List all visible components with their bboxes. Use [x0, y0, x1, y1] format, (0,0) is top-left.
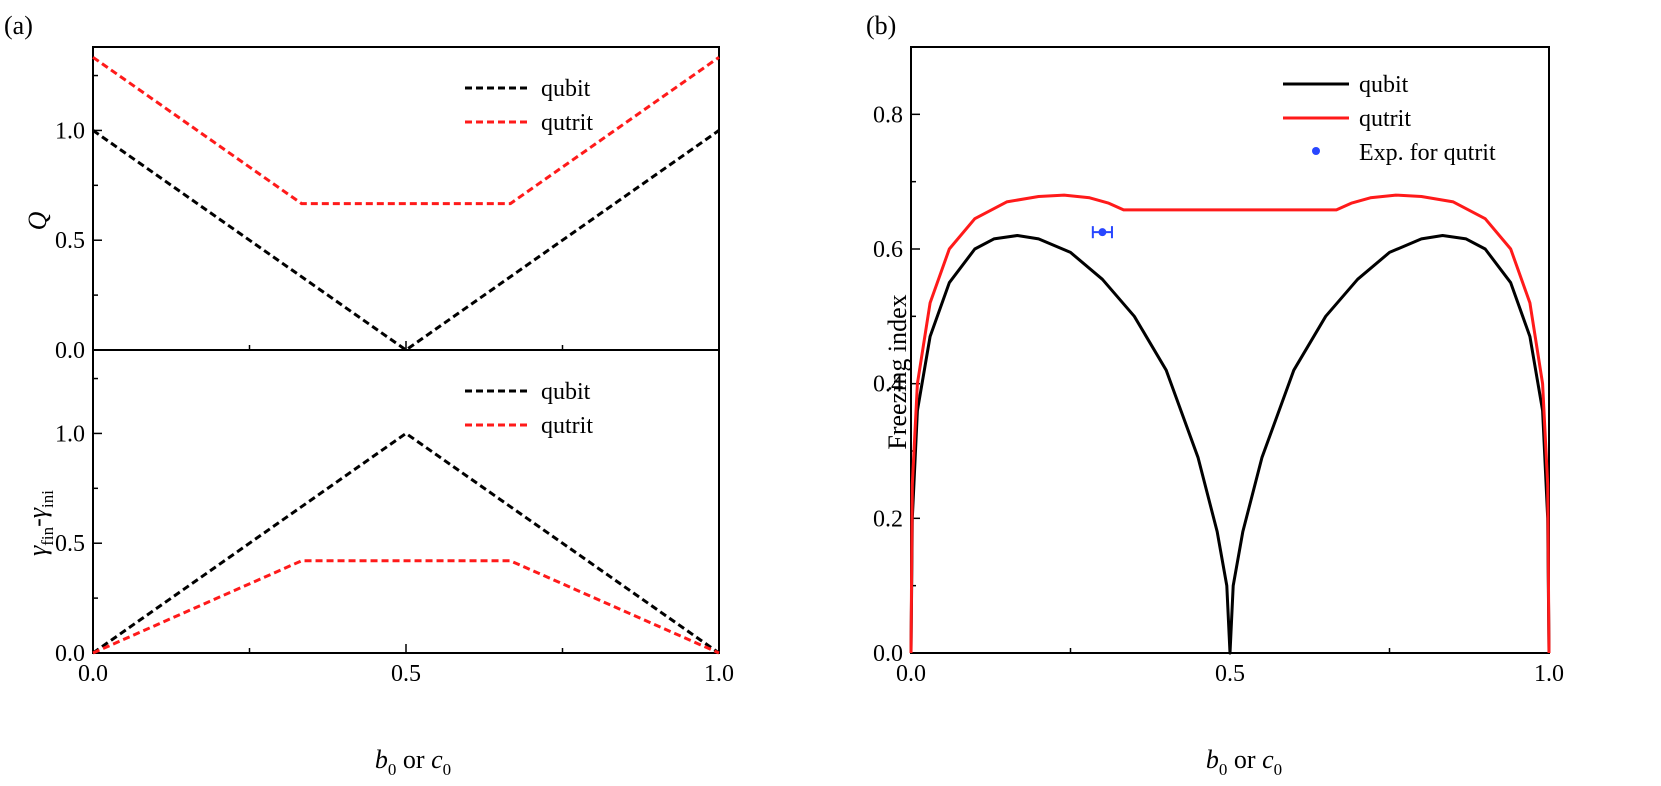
x-tick-label: 0.0: [78, 661, 108, 687]
ylabel-gamma-1: γ: [23, 545, 52, 556]
y-tick-label: 0.0: [55, 338, 85, 364]
panel-a-bottom-plot: 0.0 0.5 1.0 0.0 0.5 1.0 qubit qutrit: [55, 349, 734, 687]
legend-label: qubit: [541, 379, 591, 405]
x-tick-label: 0.0: [896, 661, 926, 687]
panel-b: 0.0 0.2 0.4 0.6 0.8 0.0 0.5 1.0 qubit qutrit Exp. …: [873, 46, 1564, 779]
xlabel-c: c: [431, 745, 443, 774]
legend-label: qubit: [1359, 72, 1409, 98]
panel-label-a: (a): [4, 11, 33, 40]
x-tick-label: 1.0: [704, 661, 734, 687]
panel-b-ylabel: Freezing index: [883, 294, 912, 449]
xlabel-c-sub: 0: [443, 760, 452, 779]
ylabel-gamma-2: γ: [23, 507, 52, 518]
panel-a-top: 0.0 0.5 1.0 qubit qutrit Q: [23, 46, 720, 364]
series-line-qubit: [92, 431, 720, 655]
series-line-qutrit: [909, 193, 1551, 654]
xlabel-c: c: [1262, 745, 1274, 774]
panel-a-bottom-ylabel: γfin-γini: [23, 490, 57, 556]
y-tick-label: 1.0: [55, 421, 85, 447]
panel-a-xlabel: b0 or c0: [375, 745, 451, 779]
xlabel-b: b: [1206, 745, 1219, 774]
xlabel-b-sub: 0: [1219, 760, 1228, 779]
legend-label: qubit: [541, 76, 591, 102]
panel-b-plot: 0.0 0.2 0.4 0.6 0.8 0.0 0.5 1.0 qubit qutrit Exp. …: [873, 46, 1564, 687]
ylabel-sub-fin: fin: [38, 526, 57, 545]
legend-label: qutrit: [541, 110, 593, 136]
y-tick-label: 0.5: [55, 228, 85, 254]
series-line-qutrit: [92, 56, 720, 206]
xlabel-or: or: [1227, 745, 1262, 774]
y-tick-label: 0.0: [873, 641, 903, 667]
panel-a-top-ylabel: Q: [23, 211, 52, 230]
panel-b-xlabel: b0 or c0: [1206, 745, 1282, 779]
ylabel-sub-ini: ini: [38, 490, 57, 508]
series-line-qubit: [909, 234, 1551, 655]
legend-label: qutrit: [1359, 106, 1411, 132]
series-line-qutrit: [92, 559, 720, 655]
plot-frame: [92, 349, 720, 654]
series-line-qubit: [92, 129, 720, 352]
plot-frame: [910, 46, 1550, 654]
x-tick-label: 0.5: [1215, 661, 1245, 687]
xlabel-b: b: [375, 745, 388, 774]
x-tick-label: 0.5: [391, 661, 421, 687]
panel-a-top-plot: 0.0 0.5 1.0 qubit qutrit: [55, 46, 720, 364]
xlabel-or: or: [396, 745, 431, 774]
legend-label: qutrit: [541, 413, 593, 439]
ylabel-dash: -: [23, 518, 52, 527]
y-tick-label: 1.0: [55, 118, 85, 144]
y-tick-label: 0.5: [55, 531, 85, 557]
plot-frame: [92, 46, 720, 351]
y-tick-label: 0.8: [873, 102, 903, 128]
panel-label-b: (b): [866, 11, 896, 40]
legend-exp-marker: [1312, 147, 1320, 155]
legend-label: Exp. for qutrit: [1359, 140, 1496, 166]
xlabel-b-sub: 0: [388, 760, 397, 779]
exp-data-point: [1098, 228, 1107, 237]
y-tick-label: 0.4: [873, 372, 903, 398]
y-tick-label: 0.2: [873, 506, 903, 532]
xlabel-c-sub: 0: [1274, 760, 1283, 779]
x-tick-label: 1.0: [1534, 661, 1564, 687]
y-tick-label: 0.6: [873, 237, 903, 263]
y-tick-label: 0.0: [55, 641, 85, 667]
